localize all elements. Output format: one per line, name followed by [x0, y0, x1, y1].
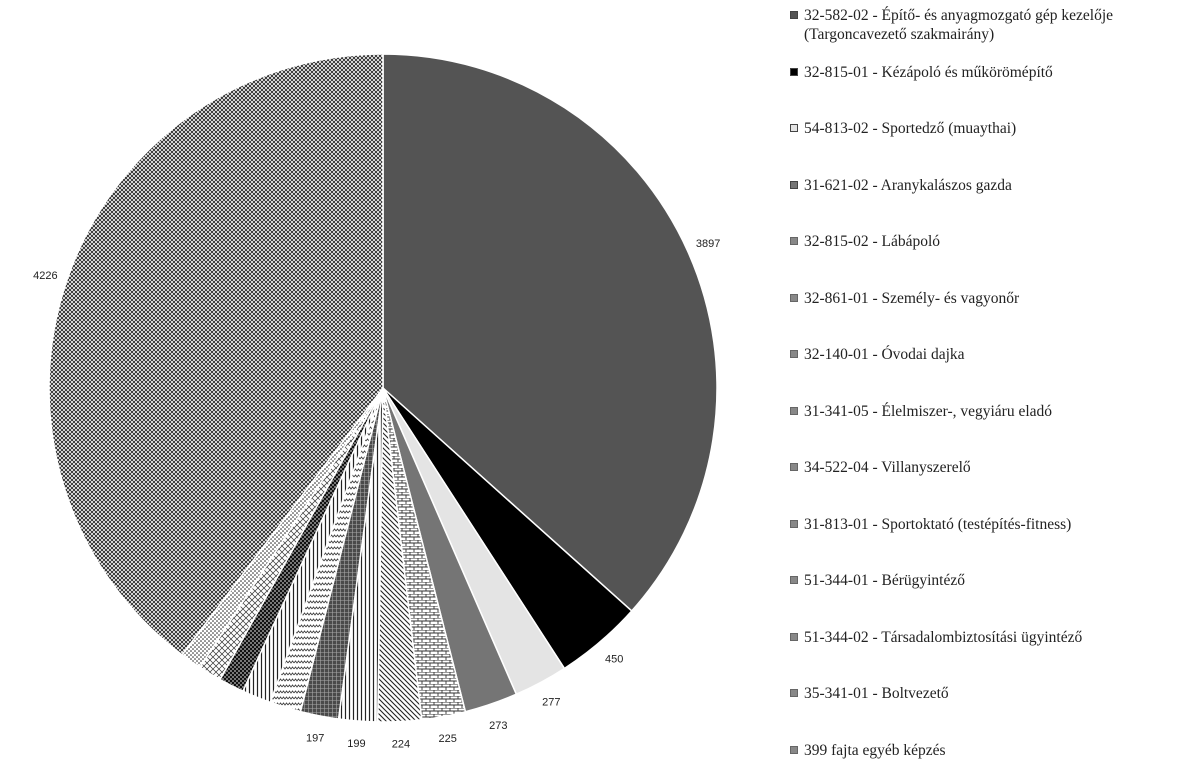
legend-label-11: 51-344-01 - Bérügyintéző	[804, 572, 965, 589]
legend-label-14: 399 fajta egyéb képzés	[804, 741, 946, 759]
legend-swatch-9	[790, 463, 798, 471]
data-label-4: 273	[489, 720, 507, 732]
legend-label-1: 32-582-02 - Építő- és anyagmozgató gép k…	[804, 7, 1114, 43]
legend-item-10: 31-813-01 - Sportoktató (testépítés-fitn…	[790, 515, 1071, 534]
legend-item-3: 54-813-02 - Sportedző (muaythai)	[790, 119, 1016, 138]
legend-item-1: 32-582-02 - Építő- és anyagmozgató gép k…	[790, 6, 1179, 44]
legend-swatch-14	[790, 745, 798, 754]
pie-chart: 3897 450 277 273 225 224 199 197 4226	[33, 53, 720, 751]
legend-swatch-1	[790, 11, 798, 19]
legend-item-4: 31-621-02 - Aranykalászos gazda	[790, 176, 1012, 195]
legend-label-7: 32-140-01 - Óvodai dajka	[804, 346, 965, 363]
legend-label-9: 34-522-04 - Villanyszerelő	[804, 459, 971, 476]
legend-label-2: 32-815-01 - Kézápoló és műkörömépítő	[804, 63, 1053, 81]
legend-swatch-8	[790, 406, 798, 415]
legend-label-10: 31-813-01 - Sportoktató (testépítés-fitn…	[804, 515, 1072, 533]
legend-item-7: 32-140-01 - Óvodai dajka	[790, 345, 965, 364]
legend-label-5: 32-815-02 - Lábápoló	[804, 233, 941, 250]
legend-item-9: 34-522-04 - Villanyszerelő	[790, 458, 971, 477]
legend-item-12: 51-344-02 - Társadalombiztosítási ügyint…	[790, 628, 1082, 647]
legend-item-14: 399 fajta egyéb képzés	[790, 741, 946, 760]
legend-item-8: 31-341-05 - Élelmiszer-, vegyiáru eladó	[790, 402, 1052, 421]
legend-swatch-3	[790, 124, 798, 132]
legend-item-5: 32-815-02 - Lábápoló	[790, 232, 940, 251]
legend-swatch-10	[790, 519, 798, 528]
pie-slice-1	[382, 53, 718, 613]
data-label-2: 450	[605, 654, 623, 666]
legend-swatch-2	[790, 67, 798, 76]
data-label-7: 199	[347, 738, 365, 750]
legend-swatch-7	[790, 350, 798, 358]
legend-swatch-12	[790, 632, 798, 641]
data-label-14: 4226	[33, 270, 57, 282]
legend-label-3: 54-813-02 - Sportedző (muaythai)	[804, 120, 1017, 137]
legend-label-4: 31-621-02 - Aranykalászos gazda	[804, 176, 1012, 194]
legend-swatch-4	[790, 180, 798, 189]
legend-item-13: 35-341-01 - Boltvezető	[790, 684, 949, 703]
legend-label-8: 31-341-05 - Élelmiszer-, vegyiáru eladó	[804, 402, 1053, 420]
legend-item-2: 32-815-01 - Kézápoló és műkörömépítő	[790, 63, 1053, 82]
data-label-1: 3897	[696, 238, 720, 250]
data-label-3: 277	[542, 697, 560, 709]
legend-item-6: 32-861-01 - Személy- és vagyonőr	[790, 289, 1019, 308]
data-label-6: 224	[392, 739, 410, 751]
pie-slice-14	[48, 53, 384, 656]
legend-swatch-13	[790, 689, 798, 697]
legend-item-11: 51-344-01 - Bérügyintéző	[790, 571, 965, 590]
legend-swatch-5	[790, 237, 798, 245]
data-label-5: 225	[439, 733, 457, 745]
legend-label-12: 51-344-02 - Társadalombiztosítási ügyint…	[804, 628, 1083, 646]
data-label-8: 197	[306, 733, 324, 745]
legend-swatch-11	[790, 576, 798, 584]
legend-label-6: 32-861-01 - Személy- és vagyonőr	[804, 289, 1020, 307]
legend-swatch-6	[790, 293, 798, 302]
legend-label-13: 35-341-01 - Boltvezető	[804, 685, 949, 702]
